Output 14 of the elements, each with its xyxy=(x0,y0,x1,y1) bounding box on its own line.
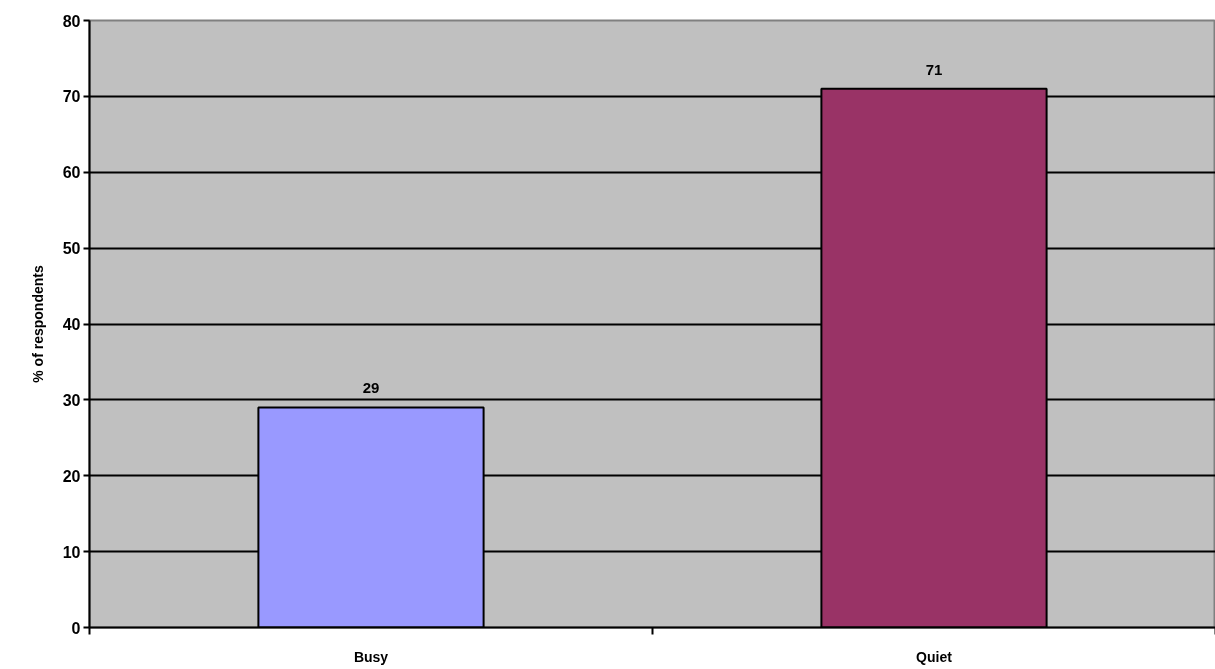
y-tick-label: 10 xyxy=(62,543,81,561)
y-tick-label: 40 xyxy=(62,316,81,333)
y-tick-label: 60 xyxy=(62,164,81,182)
y-axis-title: % of respondents xyxy=(29,265,46,383)
y-tick-label: 50 xyxy=(62,240,81,258)
x-tick-label: Busy xyxy=(353,648,389,665)
y-tick-label: 0 xyxy=(71,619,81,637)
data-label: 29 xyxy=(362,379,380,397)
data-label: 71 xyxy=(925,60,943,78)
y-tick-label: 20 xyxy=(62,467,81,485)
x-tick-label: Quiet xyxy=(916,648,953,665)
y-tick-label: 80 xyxy=(62,12,81,30)
y-tick-label: 70 xyxy=(62,88,81,106)
y-tick-label: 30 xyxy=(62,391,81,409)
